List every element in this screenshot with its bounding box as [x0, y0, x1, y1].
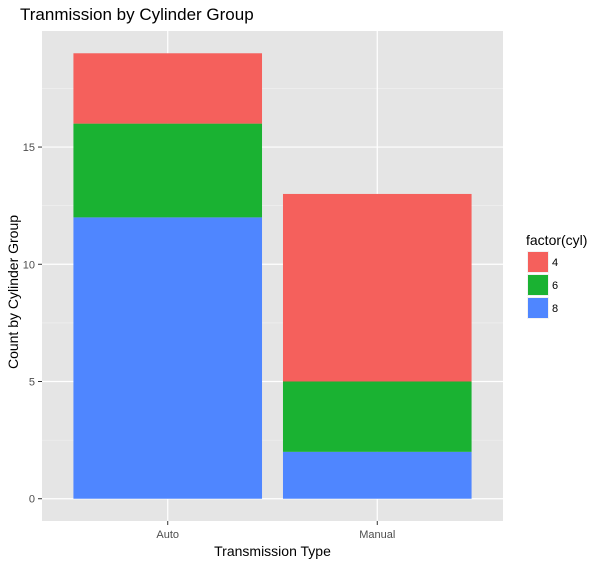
legend-swatch-4	[528, 252, 548, 272]
y-tick-label: 0	[29, 494, 35, 506]
chart-title: Tranmission by Cylinder Group	[20, 5, 254, 24]
bar-segment-auto-4	[73, 53, 263, 124]
y-tick-label: 15	[23, 142, 35, 154]
bar-segment-auto-8	[73, 217, 263, 499]
bar-segment-manual-6	[282, 381, 472, 452]
legend-swatch-6	[528, 275, 548, 295]
bar-segment-manual-4	[282, 193, 472, 382]
y-tick-label: 10	[23, 259, 35, 271]
y-tick-label: 5	[29, 377, 35, 389]
legend-label-6: 6	[552, 280, 558, 292]
x-axis: Auto Manual	[156, 521, 395, 541]
x-axis-title: Transmission Type	[214, 543, 331, 559]
legend: factor(cyl) 4 6 8	[526, 232, 587, 319]
x-tick-label: Auto	[156, 529, 179, 541]
x-tick-label: Manual	[359, 529, 395, 541]
bar-segment-auto-6	[73, 123, 263, 218]
bars	[73, 53, 472, 499]
legend-label-4: 4	[552, 257, 558, 269]
legend-swatch-8	[528, 298, 548, 318]
bar-segment-manual-8	[282, 451, 472, 499]
legend-label-8: 8	[552, 303, 558, 315]
legend-title: factor(cyl)	[526, 232, 587, 248]
y-axis-title: Count by Cylinder Group	[5, 215, 21, 369]
y-axis: 0 5 10 15	[23, 142, 42, 506]
